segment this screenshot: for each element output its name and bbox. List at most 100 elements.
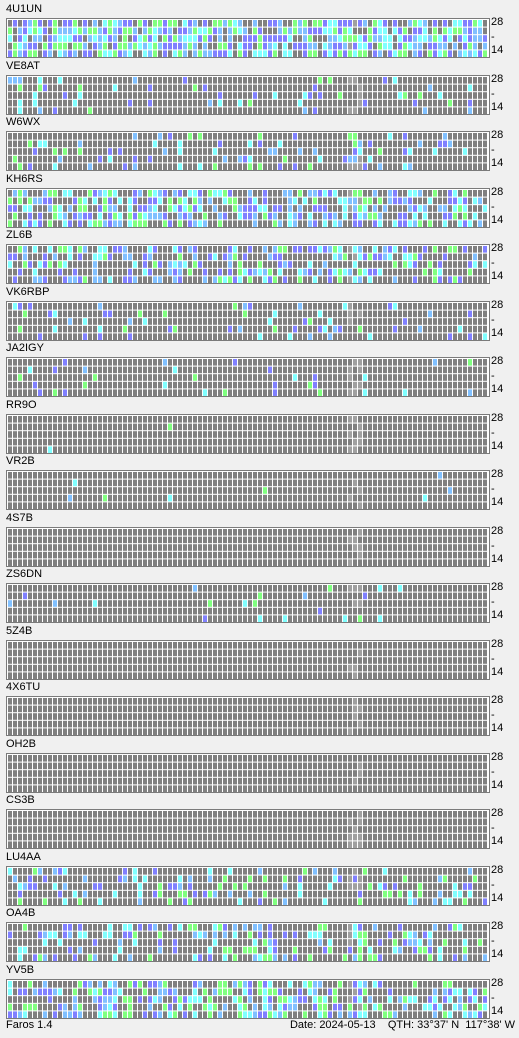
grid-cell — [173, 430, 177, 438]
grid-cell — [473, 212, 477, 219]
grid-cell — [283, 20, 287, 27]
grid-cell — [43, 389, 47, 396]
grid-cell — [378, 389, 382, 396]
grid-cell — [78, 359, 82, 366]
grid-cell — [318, 268, 322, 276]
grid-cell — [183, 543, 187, 551]
grid-cell — [343, 502, 347, 509]
grid-cell — [333, 543, 337, 551]
grid-cell — [48, 438, 52, 445]
propagation-grid[interactable] — [6, 74, 490, 115]
grid-cell — [238, 261, 242, 268]
grid-cell — [398, 374, 402, 381]
grid-cell — [328, 310, 332, 317]
grid-cell — [268, 189, 272, 197]
grid-cell — [303, 543, 307, 551]
grid-cell — [478, 302, 482, 310]
grid-cell — [453, 253, 457, 261]
grid-cell — [93, 302, 97, 310]
grid-cell — [123, 276, 127, 283]
grid-cell — [118, 140, 122, 148]
grid-cell — [63, 430, 67, 438]
grid-cell — [348, 359, 352, 366]
propagation-grid[interactable] — [6, 244, 490, 284]
grid-cell — [243, 543, 247, 551]
grid-cell — [123, 543, 127, 551]
grid-cell — [323, 389, 327, 396]
grid-cell — [473, 366, 477, 374]
grid-cell — [308, 155, 312, 163]
grid-cell — [63, 389, 67, 396]
propagation-grid[interactable] — [6, 357, 490, 397]
grid-cell — [38, 212, 42, 219]
grid-cell — [323, 246, 327, 253]
grid-cell — [303, 219, 307, 227]
propagation-grid[interactable] — [6, 526, 490, 567]
grid-cell — [288, 528, 292, 536]
grid-cell — [28, 494, 32, 502]
grid-cell — [253, 204, 257, 212]
grid-cell — [358, 325, 362, 332]
propagation-grid[interactable] — [6, 413, 490, 454]
grid-cell — [338, 76, 342, 84]
grid-cell — [353, 551, 357, 558]
grid-cell — [88, 140, 92, 148]
grid-cell — [298, 317, 302, 325]
grid-cell — [158, 558, 162, 566]
grid-cell — [93, 84, 97, 91]
grid-cell — [293, 253, 297, 261]
grid-cell — [28, 268, 32, 276]
grid-cell — [243, 430, 247, 438]
grid-cell — [8, 50, 12, 57]
grid-cell — [18, 438, 22, 445]
grid-cell — [8, 430, 12, 438]
grid-cell — [193, 106, 197, 114]
grid-cell — [183, 423, 187, 430]
grid-cell — [428, 430, 432, 438]
propagation-grid[interactable] — [6, 131, 490, 171]
grid-cell — [323, 84, 327, 91]
grid-cell — [373, 389, 377, 396]
grid-cell — [313, 479, 317, 487]
grid-cell — [313, 381, 317, 389]
grid-cell — [423, 423, 427, 430]
grid-cell — [263, 76, 267, 84]
grid-cell — [443, 472, 447, 479]
grid-cell — [268, 50, 272, 57]
grid-cell — [213, 268, 217, 276]
grid-cell — [298, 423, 302, 430]
grid-cell — [123, 332, 127, 340]
grid-cell — [403, 415, 407, 423]
grid-cell — [273, 268, 277, 276]
grid-cell — [323, 261, 327, 268]
grid-cell — [198, 423, 202, 430]
propagation-grid[interactable] — [6, 300, 490, 341]
grid-cell — [58, 189, 62, 197]
grid-cell — [133, 155, 137, 163]
grid-cell — [138, 359, 142, 366]
grid-cell — [38, 359, 42, 366]
grid-cell — [353, 317, 357, 325]
grid-cell — [338, 558, 342, 566]
grid-cell — [153, 381, 157, 389]
grid-cell — [478, 438, 482, 445]
propagation-grid[interactable] — [6, 187, 490, 228]
grid-cell — [138, 50, 142, 57]
propagation-grid[interactable] — [6, 470, 490, 510]
grid-cell — [33, 20, 37, 27]
grid-cell — [208, 445, 212, 453]
grid-cell — [328, 389, 332, 396]
propagation-grid[interactable] — [6, 18, 490, 58]
grid-cell — [363, 27, 367, 35]
grid-cell — [8, 423, 12, 430]
grid-cell — [413, 189, 417, 197]
grid-cell — [63, 415, 67, 423]
grid-cell — [373, 317, 377, 325]
grid-cell — [178, 551, 182, 558]
grid-cell — [123, 374, 127, 381]
grid-cell — [463, 27, 467, 35]
grid-cell — [323, 374, 327, 381]
grid-cell — [248, 268, 252, 276]
grid-cell — [233, 479, 237, 487]
grid-cell — [58, 155, 62, 163]
